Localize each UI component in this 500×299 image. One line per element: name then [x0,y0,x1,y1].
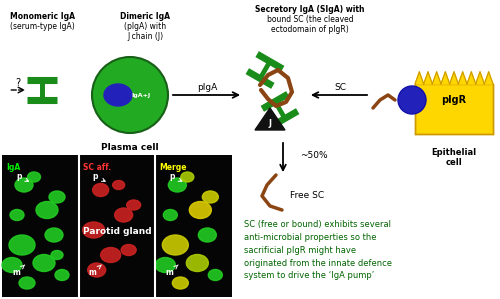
Text: SC (free or bound) exhibits several
anti-microbial properties so the
sacrificial: SC (free or bound) exhibits several anti… [244,220,392,280]
Text: Secretory IgA (SIgA) with: Secretory IgA (SIgA) with [256,5,365,14]
Ellipse shape [112,181,124,190]
Polygon shape [484,72,493,84]
Ellipse shape [198,228,216,242]
Text: Parotid gland: Parotid gland [82,227,152,236]
Text: IgA+J: IgA+J [132,92,150,97]
Text: SC aff.: SC aff. [82,163,111,172]
Ellipse shape [45,228,63,242]
Text: m: m [88,265,102,277]
Text: p: p [92,172,105,181]
Ellipse shape [100,248,120,263]
Ellipse shape [36,202,58,219]
Ellipse shape [82,222,104,238]
Text: Dimeric IgA: Dimeric IgA [120,12,170,21]
Bar [78,155,156,297]
Ellipse shape [19,277,35,289]
Text: ectodomain of pIgR): ectodomain of pIgR) [271,25,349,34]
Text: J chain (J): J chain (J) [127,32,163,41]
Polygon shape [467,72,475,84]
Ellipse shape [172,277,188,289]
Text: (pIgA) with: (pIgA) with [124,22,166,31]
Bar [415,84,493,134]
Ellipse shape [186,254,208,271]
Polygon shape [458,72,467,84]
Polygon shape [450,72,458,84]
Text: J: J [268,118,272,127]
Text: pIgR: pIgR [442,95,466,105]
Bar [2,155,78,297]
Ellipse shape [121,245,136,256]
Ellipse shape [10,210,24,220]
Ellipse shape [156,257,176,272]
Text: SC: SC [334,83,346,92]
Ellipse shape [33,254,55,271]
Ellipse shape [190,202,212,219]
Ellipse shape [162,235,188,255]
Ellipse shape [2,257,22,272]
Ellipse shape [88,263,106,277]
Text: Plasma cell: Plasma cell [101,143,159,152]
Ellipse shape [126,200,140,210]
Text: pIgA: pIgA [197,83,217,92]
Ellipse shape [104,84,132,106]
Text: IgA: IgA [6,163,20,172]
Text: Epithelial
cell: Epithelial cell [432,148,476,167]
Circle shape [398,86,426,114]
Ellipse shape [28,172,40,182]
Text: Monomeric IgA: Monomeric IgA [10,12,74,21]
Polygon shape [432,72,441,84]
Text: bound SC (the cleaved: bound SC (the cleaved [266,15,354,24]
Text: m: m [166,265,178,277]
Ellipse shape [181,172,194,182]
Ellipse shape [9,235,35,255]
Polygon shape [255,108,285,130]
Ellipse shape [15,178,33,192]
Polygon shape [441,72,450,84]
Text: m: m [12,265,25,277]
Polygon shape [476,72,484,84]
Text: Merge: Merge [160,163,187,172]
Circle shape [92,57,168,133]
Ellipse shape [51,251,63,260]
Bar [156,155,232,297]
Text: (serum-type IgA): (serum-type IgA) [10,22,74,31]
Ellipse shape [208,269,222,280]
Ellipse shape [55,269,69,280]
Ellipse shape [49,191,65,203]
Polygon shape [415,72,424,84]
Ellipse shape [164,210,177,220]
Text: ~50%: ~50% [300,150,328,159]
Polygon shape [424,72,432,84]
Text: ?: ? [16,78,20,88]
Ellipse shape [92,184,108,196]
Text: p: p [170,172,182,181]
Ellipse shape [168,178,186,192]
Text: p: p [16,172,28,181]
Text: Free SC: Free SC [290,190,324,199]
Ellipse shape [114,208,132,222]
Ellipse shape [202,191,218,203]
